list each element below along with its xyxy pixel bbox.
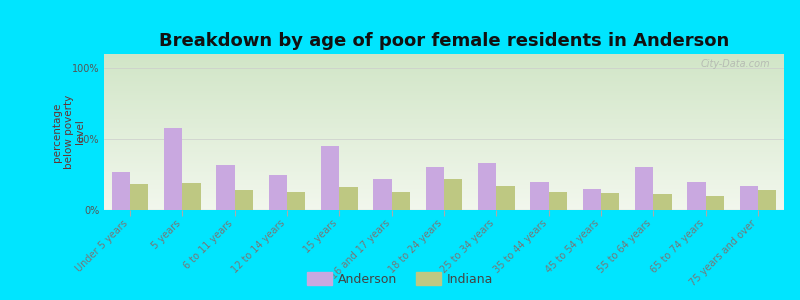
- Text: City-Data.com: City-Data.com: [701, 59, 770, 69]
- Bar: [287, 192, 306, 210]
- Bar: [549, 192, 567, 210]
- Bar: [444, 179, 462, 210]
- Bar: [582, 189, 601, 210]
- Bar: [687, 182, 706, 210]
- Bar: [654, 194, 671, 210]
- Legend: Anderson, Indiana: Anderson, Indiana: [302, 267, 498, 291]
- Bar: [635, 167, 654, 210]
- Bar: [478, 163, 496, 210]
- Bar: [217, 165, 234, 210]
- Bar: [601, 193, 619, 210]
- Y-axis label: percentage
below poverty
level: percentage below poverty level: [52, 95, 86, 169]
- Title: Breakdown by age of poor female residents in Anderson: Breakdown by age of poor female resident…: [159, 32, 729, 50]
- Bar: [164, 128, 182, 210]
- Bar: [339, 187, 358, 210]
- Bar: [269, 175, 287, 210]
- Bar: [112, 172, 130, 210]
- Bar: [182, 183, 201, 210]
- Bar: [374, 179, 392, 210]
- Bar: [321, 146, 339, 210]
- Bar: [706, 196, 724, 210]
- Bar: [496, 186, 514, 210]
- Bar: [130, 184, 149, 210]
- Bar: [739, 186, 758, 210]
- Bar: [530, 182, 549, 210]
- Bar: [758, 190, 776, 210]
- Bar: [426, 167, 444, 210]
- Bar: [234, 190, 253, 210]
- Bar: [392, 192, 410, 210]
